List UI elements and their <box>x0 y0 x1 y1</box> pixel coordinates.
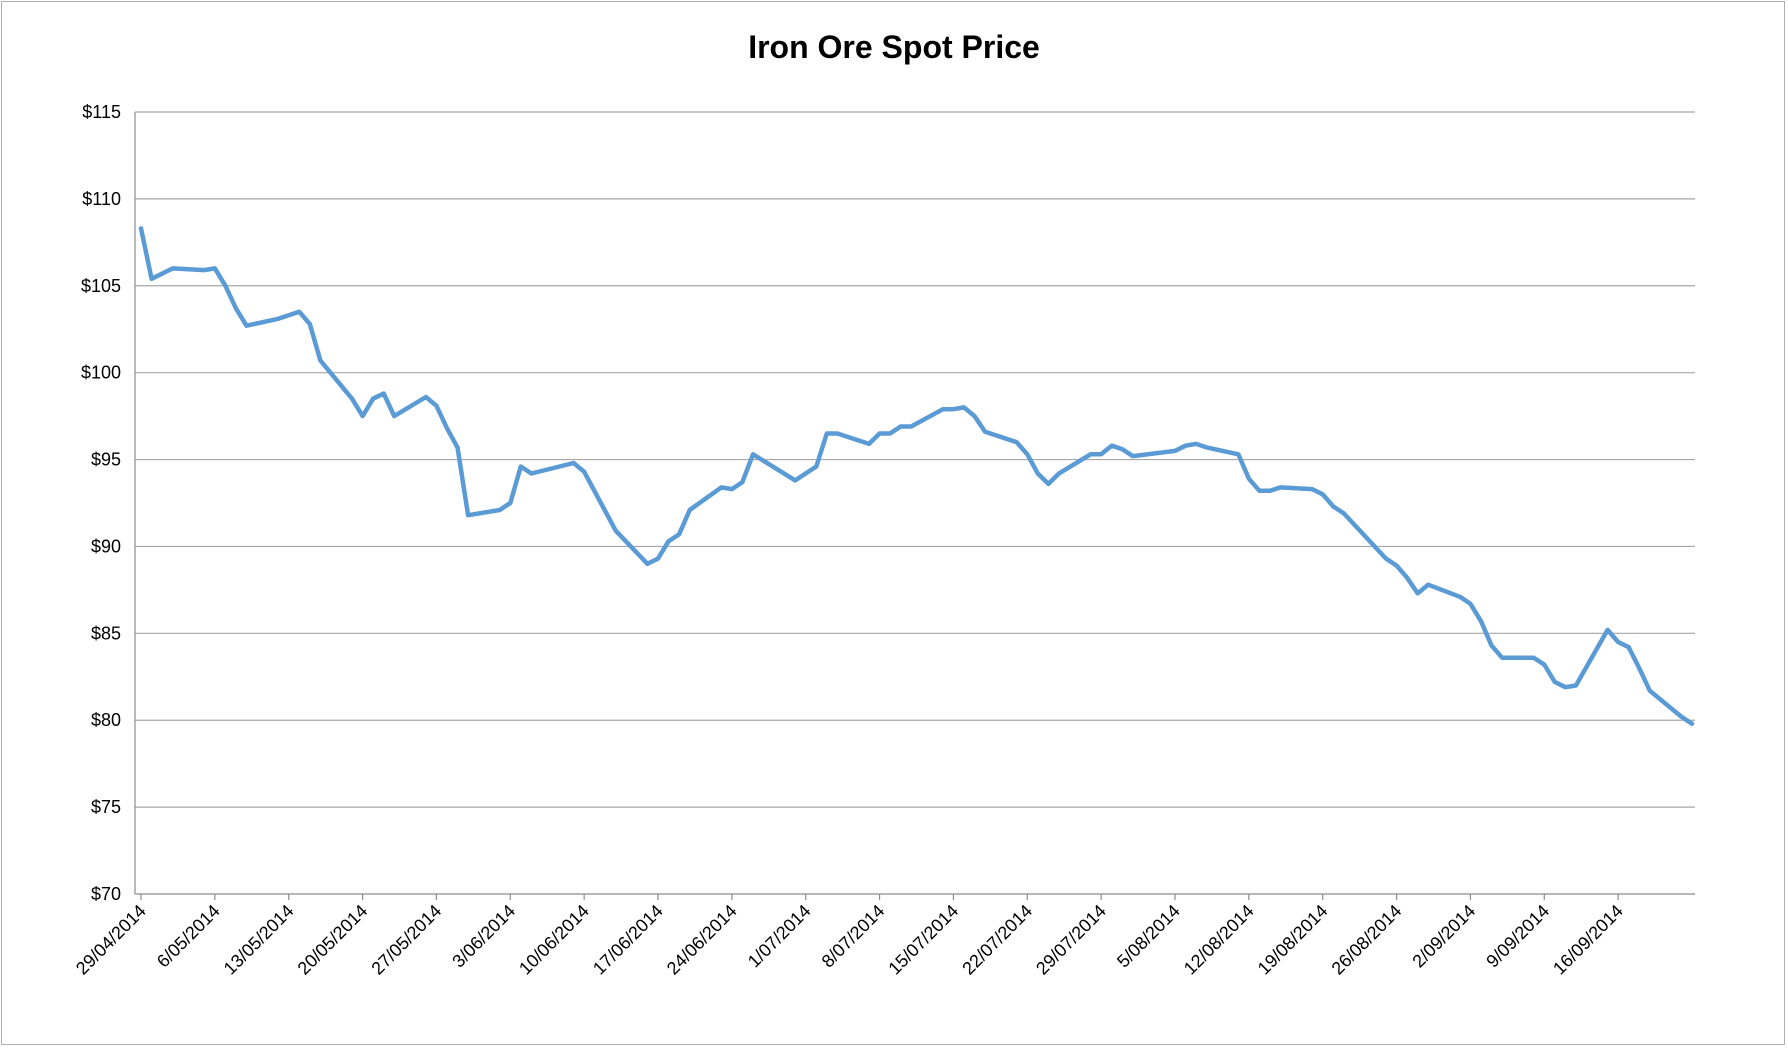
y-tick-label: $70 <box>91 884 121 904</box>
x-tick-label: 9/09/2014 <box>1482 901 1553 972</box>
x-tick-label: 20/05/2014 <box>294 901 372 979</box>
y-axis-tick-labels: $70 $75 $80 $85 $90 $95 $100 $105 $110 $115 <box>81 102 121 904</box>
x-tick-label: 29/07/2014 <box>1032 901 1110 979</box>
x-tick-label: 29/04/2014 <box>72 901 150 979</box>
gridlines <box>135 111 1695 808</box>
y-tick-label: $110 <box>82 189 121 209</box>
x-tick-label: 12/08/2014 <box>1180 901 1258 979</box>
x-tick-label: 26/08/2014 <box>1328 901 1406 979</box>
y-tick-label: $75 <box>91 797 121 817</box>
x-tick-label: 24/06/2014 <box>663 901 741 979</box>
series-layer <box>138 226 1695 726</box>
x-tick-label: 6/05/2014 <box>153 901 224 972</box>
x-tick-label: 8/07/2014 <box>818 901 889 972</box>
y-tick-label: $100 <box>81 363 121 383</box>
x-tick-label: 19/08/2014 <box>1254 901 1332 979</box>
x-tick-label: 22/07/2014 <box>958 901 1036 979</box>
x-axis-tick-labels: 29/04/2014 6/05/201413/05/201420/05/20142… <box>72 901 1627 979</box>
chart-title: Iron Ore Spot Price <box>748 29 1040 65</box>
x-tick-label: 3/06/2014 <box>448 901 519 972</box>
x-tick-label: 17/06/2014 <box>589 901 667 979</box>
series-line-0 <box>138 226 1695 726</box>
axes <box>134 112 1695 900</box>
y-tick-label: $90 <box>91 536 121 556</box>
y-tick-label: $105 <box>81 276 121 296</box>
x-tick-label: 27/05/2014 <box>367 901 445 979</box>
y-tick-label: $95 <box>91 450 121 470</box>
y-tick-label: $115 <box>82 102 121 122</box>
x-tick-label: 15/07/2014 <box>884 901 962 979</box>
x-tick-label: 1/07/2014 <box>744 901 815 972</box>
x-tick-label: 10/06/2014 <box>515 901 593 979</box>
x-tick-label: 16/09/2014 <box>1549 901 1627 979</box>
x-tick-label: 2/09/2014 <box>1408 901 1479 972</box>
y-tick-label: $80 <box>91 710 121 730</box>
y-tick-label: $85 <box>91 623 121 643</box>
x-tick-label: 13/05/2014 <box>220 901 298 979</box>
x-tick-label: 5/08/2014 <box>1113 901 1184 972</box>
